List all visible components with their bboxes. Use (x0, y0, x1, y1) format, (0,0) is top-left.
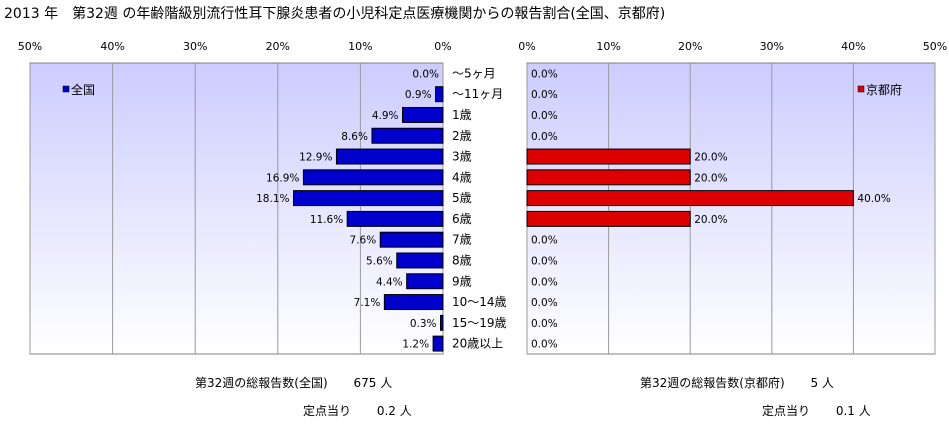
right-data-label: 0.0% (531, 255, 558, 267)
left-data-label: 8.6% (341, 131, 368, 143)
footer-right-total-value: 5 人 (810, 376, 834, 390)
right-data-label: 20.0% (694, 214, 727, 226)
right-bar (526, 210, 691, 227)
left-bar (335, 148, 444, 165)
right-tick-label: 20% (678, 40, 702, 53)
right-tick-label: 40% (841, 40, 865, 53)
right-tick-label: 50% (923, 40, 947, 53)
right-data-label: 20.0% (694, 172, 727, 184)
right-tick-label: 0% (518, 40, 535, 53)
footer-left-per: 定点当り 0.2 人 (303, 402, 412, 419)
left-legend-swatch (62, 85, 70, 93)
right-data-label: 40.0% (857, 193, 890, 205)
footer-right-total: 第32週の総報告数(京都府) 5 人 (640, 374, 834, 391)
left-bar (379, 231, 444, 248)
left-bar (383, 294, 444, 311)
left-data-label: 11.6% (310, 214, 343, 226)
right-data-label: 0.0% (531, 297, 558, 309)
left-data-label: 12.9% (299, 152, 332, 164)
left-tick-label: 40% (100, 40, 124, 53)
left-tick-label: 20% (266, 40, 290, 53)
left-bar (346, 210, 444, 227)
right-data-label: 0.0% (531, 68, 558, 80)
left-tick-label: 30% (183, 40, 207, 53)
category-label: 5歳 (452, 191, 472, 205)
right-data-label: 0.0% (531, 89, 558, 101)
chart-title: 2013 年 第32週 の年齢階級別流行性耳下腺炎患者の小児科定点医療機関からの… (4, 5, 665, 22)
left-bar (406, 273, 444, 290)
left-data-label: 5.6% (366, 255, 393, 267)
right-data-label: 20.0% (694, 152, 727, 164)
right-bar (526, 148, 691, 165)
category-label: 2歳 (452, 129, 472, 143)
right-data-label: 0.0% (531, 339, 558, 351)
category-label: 15～19歳 (452, 316, 507, 330)
category-label: 3歳 (452, 150, 472, 164)
left-data-label: 16.9% (266, 172, 299, 184)
category-label: 9歳 (452, 274, 472, 288)
left-data-label: 4.4% (376, 276, 403, 288)
footer-right-per-value: 0.1 人 (835, 404, 871, 418)
category-label: 6歳 (452, 212, 472, 226)
left-tick-label: 50% (18, 40, 42, 53)
left-bar (440, 314, 444, 331)
left-data-label: 0.9% (405, 89, 432, 101)
left-bar (396, 252, 444, 269)
left-bar (402, 106, 444, 123)
right-data-label: 0.0% (531, 235, 558, 247)
right-tick-label: 30% (760, 40, 784, 53)
right-plot-area (526, 62, 936, 355)
left-data-label: 18.1% (256, 193, 289, 205)
category-label: 1歳 (452, 108, 472, 122)
footer-right-per: 定点当り 0.1 人 (762, 402, 871, 419)
right-bar (526, 169, 691, 186)
right-data-label: 0.0% (531, 131, 558, 143)
right-data-label: 0.0% (531, 110, 558, 122)
footer-left-per-value: 0.2 人 (376, 404, 412, 418)
category-label: ～5ヶ月 (452, 66, 496, 80)
category-label: ～11ヶ月 (452, 87, 503, 101)
category-label: 8歳 (452, 253, 472, 267)
left-tick-label: 0% (434, 40, 451, 53)
footer-right-total-label: 第32週の総報告数(京都府) (640, 376, 785, 390)
footer-left-total: 第32週の総報告数(全国) 675 人 (195, 374, 392, 391)
footer-left-total-value: 675 人 (353, 376, 393, 390)
left-data-label: 1.2% (402, 339, 429, 351)
left-tick-label: 10% (348, 40, 372, 53)
footer-right-per-label: 定点当り (762, 404, 811, 418)
left-data-label: 0.0% (412, 68, 439, 80)
left-bar (432, 335, 444, 352)
left-legend-label: 全国 (71, 82, 95, 97)
footer-left-total-label: 第32週の総報告数(全国) (195, 376, 328, 390)
right-bar (526, 190, 854, 207)
left-bar (292, 190, 444, 207)
right-data-label: 0.0% (531, 276, 558, 288)
left-bar (435, 86, 444, 103)
right-tick-label: 10% (596, 40, 620, 53)
category-label: 7歳 (452, 233, 472, 247)
left-bar (302, 169, 444, 186)
category-label: 20歳以上 (452, 337, 503, 351)
footer-left-per-label: 定点当り (303, 404, 352, 418)
category-label: 10～14歳 (452, 295, 507, 309)
right-legend-label: 京都府 (866, 82, 902, 97)
right-data-label: 0.0% (531, 318, 558, 330)
left-data-label: 7.6% (350, 235, 377, 247)
left-data-label: 0.3% (410, 318, 437, 330)
left-plot-area (29, 62, 444, 355)
left-data-label: 7.1% (354, 297, 381, 309)
category-label: 4歳 (452, 170, 472, 184)
left-bar (371, 127, 444, 144)
right-legend-swatch (857, 85, 865, 93)
left-data-label: 4.9% (372, 110, 399, 122)
